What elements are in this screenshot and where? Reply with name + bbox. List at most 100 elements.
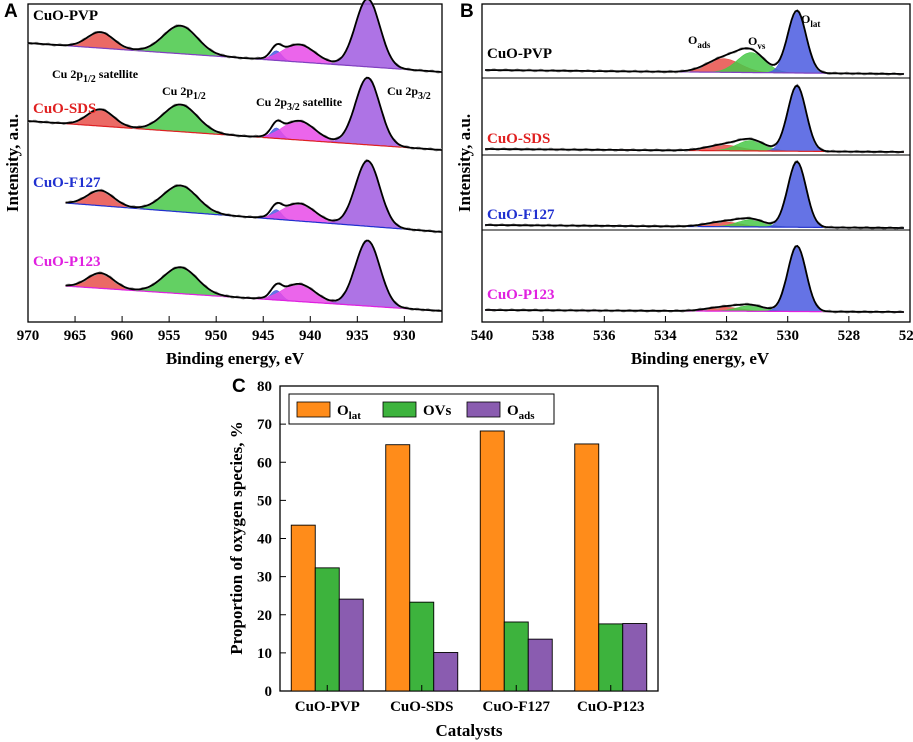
panel-a-x-ticks: 970 965 960 955 950 945 940 935 930 [17, 316, 416, 344]
fit-envelope [27, 76, 443, 151]
category-label-cuo-sds: CuO-SDS [390, 699, 453, 715]
bar-oads-cuo-sds [433, 652, 459, 692]
panel-b-letter: B [460, 1, 474, 22]
peak-fill-cu-2p3-2 [65, 160, 443, 233]
category-label-cuo-f127: CuO-F127 [483, 699, 551, 715]
panel-a-frame [27, 3, 443, 323]
y-tick-label: 50 [257, 493, 272, 509]
bar-oads-cuo-f127 [527, 638, 553, 692]
panel-c-y-axis-title: Proportion of oxygen species, % [227, 421, 246, 654]
x-tick-label: 940 [299, 328, 322, 344]
panel-b-x-axis-title: Binding energy, eV [631, 349, 770, 368]
panel-b: B 540 538 536 534 532 530 528 526 CuO-PVP CuO-S… [455, 1, 913, 368]
panel-b-label-cuo-p123: CuO-P123 [487, 287, 555, 303]
spectrum-cuo-f127 [65, 158, 443, 234]
x-tick-label: 532 [715, 328, 738, 344]
spectrum-cuo-p123 [484, 244, 905, 314]
y-tick-label: 30 [257, 570, 272, 586]
panel-b-y-axis-title: Intensity, a.u. [455, 114, 474, 212]
peak-label-cu2p12-satellite: Cu 2p1/2 satellite [52, 67, 139, 85]
panel-b-x-ticks: 540 538 536 534 532 530 528 526 [471, 316, 913, 344]
peak-label-oads: Oads [688, 33, 711, 50]
spectrum-cuo-sds [27, 76, 443, 152]
fit-envelope [485, 244, 904, 313]
peak-label-cu2p32: Cu 2p3/2 [387, 84, 431, 102]
fit-envelope [65, 159, 443, 233]
x-tick-label: 538 [532, 328, 555, 344]
y-tick-label: 70 [257, 417, 272, 433]
panel-a-label-cuo-sds: CuO-SDS [33, 101, 96, 117]
spectrum-cuo-f127 [484, 159, 905, 230]
y-tick-label: 10 [257, 646, 272, 662]
fit-envelope [485, 84, 904, 153]
fit-envelope [485, 160, 904, 229]
panel-a-spectra [27, 0, 443, 313]
panel-c-categories: CuO-PVP CuO-SDS CuO-F127 CuO-P123 [295, 685, 645, 715]
legend-box [288, 393, 555, 425]
panel-b-label-cuo-pvp: CuO-PVP [487, 46, 552, 62]
panel-c-letter: C [232, 376, 246, 397]
spectrum-cuo-sds [485, 83, 905, 154]
fit-envelope [65, 239, 443, 312]
x-tick-label: 965 [64, 328, 87, 344]
x-tick-label: 930 [393, 328, 416, 344]
bar-olat-cuo-sds [385, 444, 411, 692]
panel-a-label-cuo-f127: CuO-F127 [33, 175, 101, 191]
panel-a-y-axis-title: Intensity, a.u. [3, 114, 22, 212]
panel-b-label-cuo-sds: CuO-SDS [487, 131, 550, 147]
x-tick-label: 950 [205, 328, 228, 344]
y-tick-label: 60 [257, 455, 272, 471]
panel-c-legend: Olat OVs Oads [288, 393, 555, 425]
bar-olat-cuo-p123 [574, 443, 600, 692]
category-label-cuo-p123: CuO-P123 [577, 699, 645, 715]
legend-label-ovs: OVs [423, 403, 452, 419]
legend-swatch-olat [296, 401, 331, 418]
panel-a-label-cuo-p123: CuO-P123 [33, 254, 101, 270]
x-tick-label: 530 [776, 328, 799, 344]
fit-envelope [27, 0, 443, 73]
x-tick-label: 536 [593, 328, 616, 344]
legend-swatch-ovs [382, 401, 417, 418]
panel-b-frame [481, 3, 911, 323]
spectrum-cuo-pvp [27, 0, 443, 74]
panel-c-x-axis-title: Catalysts [435, 721, 502, 740]
bar-ovs-cuo-f127 [503, 621, 529, 692]
panel-a: A 970 965 960 955 950 945 940 935 930 CuO-PVP Cu… [3, 0, 443, 368]
spectrum-cuo-p123 [65, 239, 443, 313]
bar-oads-cuo-p123 [622, 623, 648, 692]
y-tick-label: 80 [257, 379, 272, 395]
x-tick-label: 528 [838, 328, 861, 344]
x-tick-label: 960 [111, 328, 134, 344]
bar-ovs-cuo-sds [409, 601, 435, 692]
panel-c: C 0 10 20 30 40 50 60 70 80 CuO-PVP CuO-SDS CuO-F1… [227, 376, 659, 740]
x-tick-label: 526 [899, 328, 913, 344]
x-tick-label: 955 [158, 328, 181, 344]
x-tick-label: 935 [346, 328, 369, 344]
peak-fill-cu-2p3-2 [65, 240, 443, 312]
panel-a-x-axis-title: Binding energy, eV [166, 349, 305, 368]
bar-ovs-cuo-pvp [314, 567, 340, 692]
fit-envelope [485, 9, 904, 75]
panel-c-y-ticks: 0 10 20 30 40 50 60 70 80 [257, 379, 286, 700]
x-tick-label: 540 [471, 328, 494, 344]
panel-a-label-cuo-pvp: CuO-PVP [33, 8, 98, 24]
x-tick-label: 945 [252, 328, 275, 344]
y-tick-label: 0 [265, 684, 273, 700]
panel-a-letter: A [4, 1, 18, 22]
legend-swatch-oads [466, 401, 501, 418]
panel-b-spectra [484, 9, 905, 314]
x-tick-label: 970 [17, 328, 40, 344]
bar-olat-cuo-f127 [479, 430, 505, 692]
panel-b-label-cuo-f127: CuO-F127 [487, 207, 555, 223]
category-label-cuo-pvp: CuO-PVP [295, 699, 360, 715]
bar-ovs-cuo-p123 [598, 623, 624, 692]
x-tick-label: 534 [654, 328, 677, 344]
spectrum-cuo-pvp [484, 9, 905, 76]
y-tick-label: 20 [257, 608, 272, 624]
y-tick-label: 40 [257, 532, 272, 548]
peak-label-cu2p32-satellite: Cu 2p3/2 satellite [256, 95, 343, 113]
panel-c-bars [290, 430, 648, 692]
bar-olat-cuo-pvp [290, 524, 316, 692]
bar-oads-cuo-pvp [338, 598, 364, 692]
